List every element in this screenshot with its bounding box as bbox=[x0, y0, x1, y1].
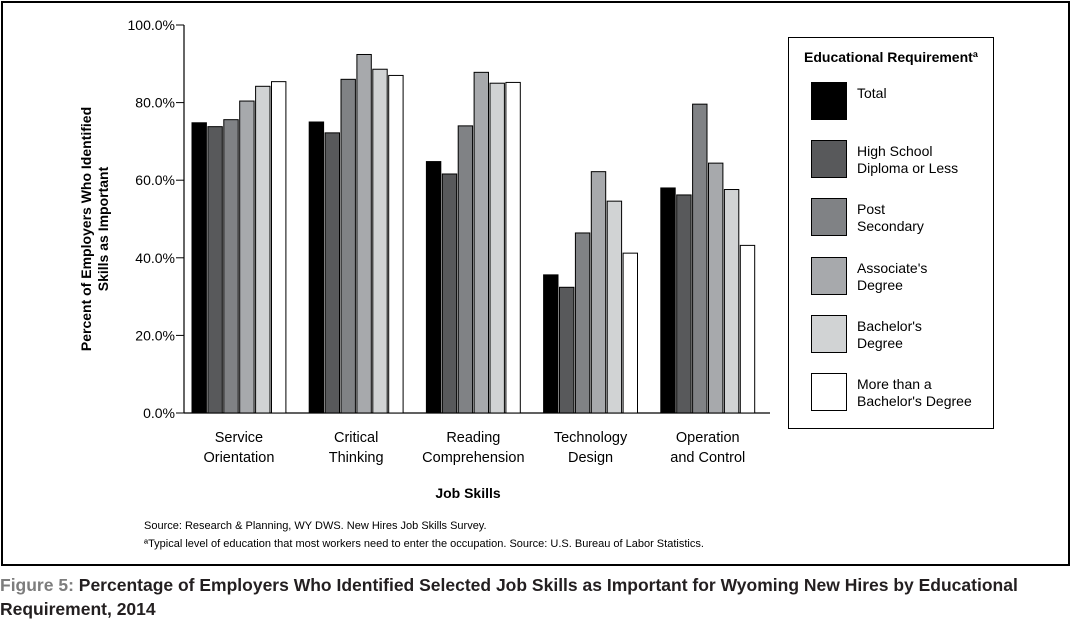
legend-item: Associate's Degree bbox=[811, 256, 991, 297]
bar bbox=[308, 121, 325, 414]
caption-text: Percentage of Employers Who Identified S… bbox=[0, 575, 1018, 619]
bar bbox=[457, 125, 474, 414]
x-category-label: Reading Comprehension bbox=[422, 430, 524, 466]
bar bbox=[489, 82, 505, 414]
bar bbox=[324, 132, 341, 414]
bar bbox=[622, 252, 638, 414]
legend-label: High School Diploma or Less bbox=[857, 143, 959, 177]
legend-label: Bachelor's Degree bbox=[857, 317, 922, 351]
bar bbox=[271, 81, 287, 414]
bar bbox=[692, 103, 708, 414]
bar bbox=[255, 85, 271, 414]
bar bbox=[505, 81, 521, 414]
bar bbox=[372, 68, 388, 414]
x-category-label: Service Orientation bbox=[203, 430, 274, 466]
legend: Educational Requirementª Total High Schoo… bbox=[788, 37, 994, 429]
bar bbox=[739, 244, 756, 414]
bar bbox=[191, 122, 207, 414]
legend-swatch bbox=[811, 256, 847, 295]
legend-label: Associate's Degree bbox=[857, 259, 928, 293]
bar bbox=[723, 189, 740, 414]
bars bbox=[191, 53, 756, 414]
legend-title: Educational Requirementª bbox=[804, 49, 978, 65]
bar bbox=[207, 126, 223, 414]
bar bbox=[543, 274, 559, 414]
footnote: ªTypical level of education that most wo… bbox=[144, 538, 704, 550]
bar bbox=[660, 187, 676, 414]
legend-swatch bbox=[811, 373, 847, 411]
y-tick-label: 80.0% bbox=[135, 95, 175, 111]
bar bbox=[388, 74, 404, 414]
x-category-label: Technology Design bbox=[554, 430, 628, 466]
bar bbox=[425, 161, 442, 414]
bar-chart: 0.0% 20.0% 40.0% 60.0% 80.0% 100.0% Service Or… bbox=[78, 17, 770, 501]
legend-item: Post Secondary bbox=[811, 198, 991, 238]
caption-prefix: Figure 5: bbox=[0, 575, 74, 595]
y-axis-label: Percent of Employers Who IdentifiedSkill… bbox=[78, 107, 111, 351]
bar bbox=[676, 194, 692, 414]
x-category-label: Critical Thinking bbox=[329, 430, 384, 466]
legend-label: Total bbox=[857, 85, 887, 101]
legend-swatch bbox=[811, 82, 847, 120]
legend-item: More than a Bachelor's Degree bbox=[811, 373, 991, 413]
bar bbox=[606, 200, 623, 414]
bar bbox=[223, 119, 239, 414]
y-tick-label: 40.0% bbox=[135, 250, 175, 266]
y-ticks: 0.0% 20.0% 40.0% 60.0% 80.0% 100.0% bbox=[128, 17, 184, 421]
bar bbox=[574, 232, 591, 414]
y-tick-label: 20.0% bbox=[135, 327, 175, 343]
legend-swatch bbox=[811, 314, 847, 353]
legend-swatch bbox=[811, 198, 847, 237]
y-tick-label: 100.0% bbox=[128, 17, 175, 33]
figure-caption: Figure 5: Percentage of Employers Who Id… bbox=[0, 573, 1070, 621]
bar bbox=[559, 286, 575, 414]
bar bbox=[441, 173, 458, 414]
x-category-labels: Service Orientation Critical Thinking Readin… bbox=[203, 430, 745, 466]
bar bbox=[590, 171, 607, 414]
x-category-label: Operation and Control bbox=[670, 430, 745, 466]
y-tick-label: 0.0% bbox=[143, 405, 175, 421]
legend-item: High School Diploma or Less bbox=[811, 140, 991, 180]
legend-item: Bachelor's Degree bbox=[811, 314, 991, 355]
bar bbox=[340, 78, 356, 414]
bar bbox=[473, 71, 490, 414]
legend-item: Total bbox=[811, 82, 991, 122]
y-tick-label: 60.0% bbox=[135, 172, 175, 188]
x-axis-label: Job Skills bbox=[435, 485, 501, 501]
chart-notes: Source: Research & Planning, WY DWS. New… bbox=[144, 517, 704, 553]
bar bbox=[708, 162, 724, 414]
legend-swatch bbox=[811, 140, 847, 179]
bar bbox=[239, 100, 255, 414]
legend-label: Post Secondary bbox=[857, 201, 924, 235]
source-note: Source: Research & Planning, WY DWS. New… bbox=[144, 520, 487, 532]
legend-label: More than a Bachelor's Degree bbox=[857, 376, 972, 409]
bar bbox=[356, 53, 372, 414]
